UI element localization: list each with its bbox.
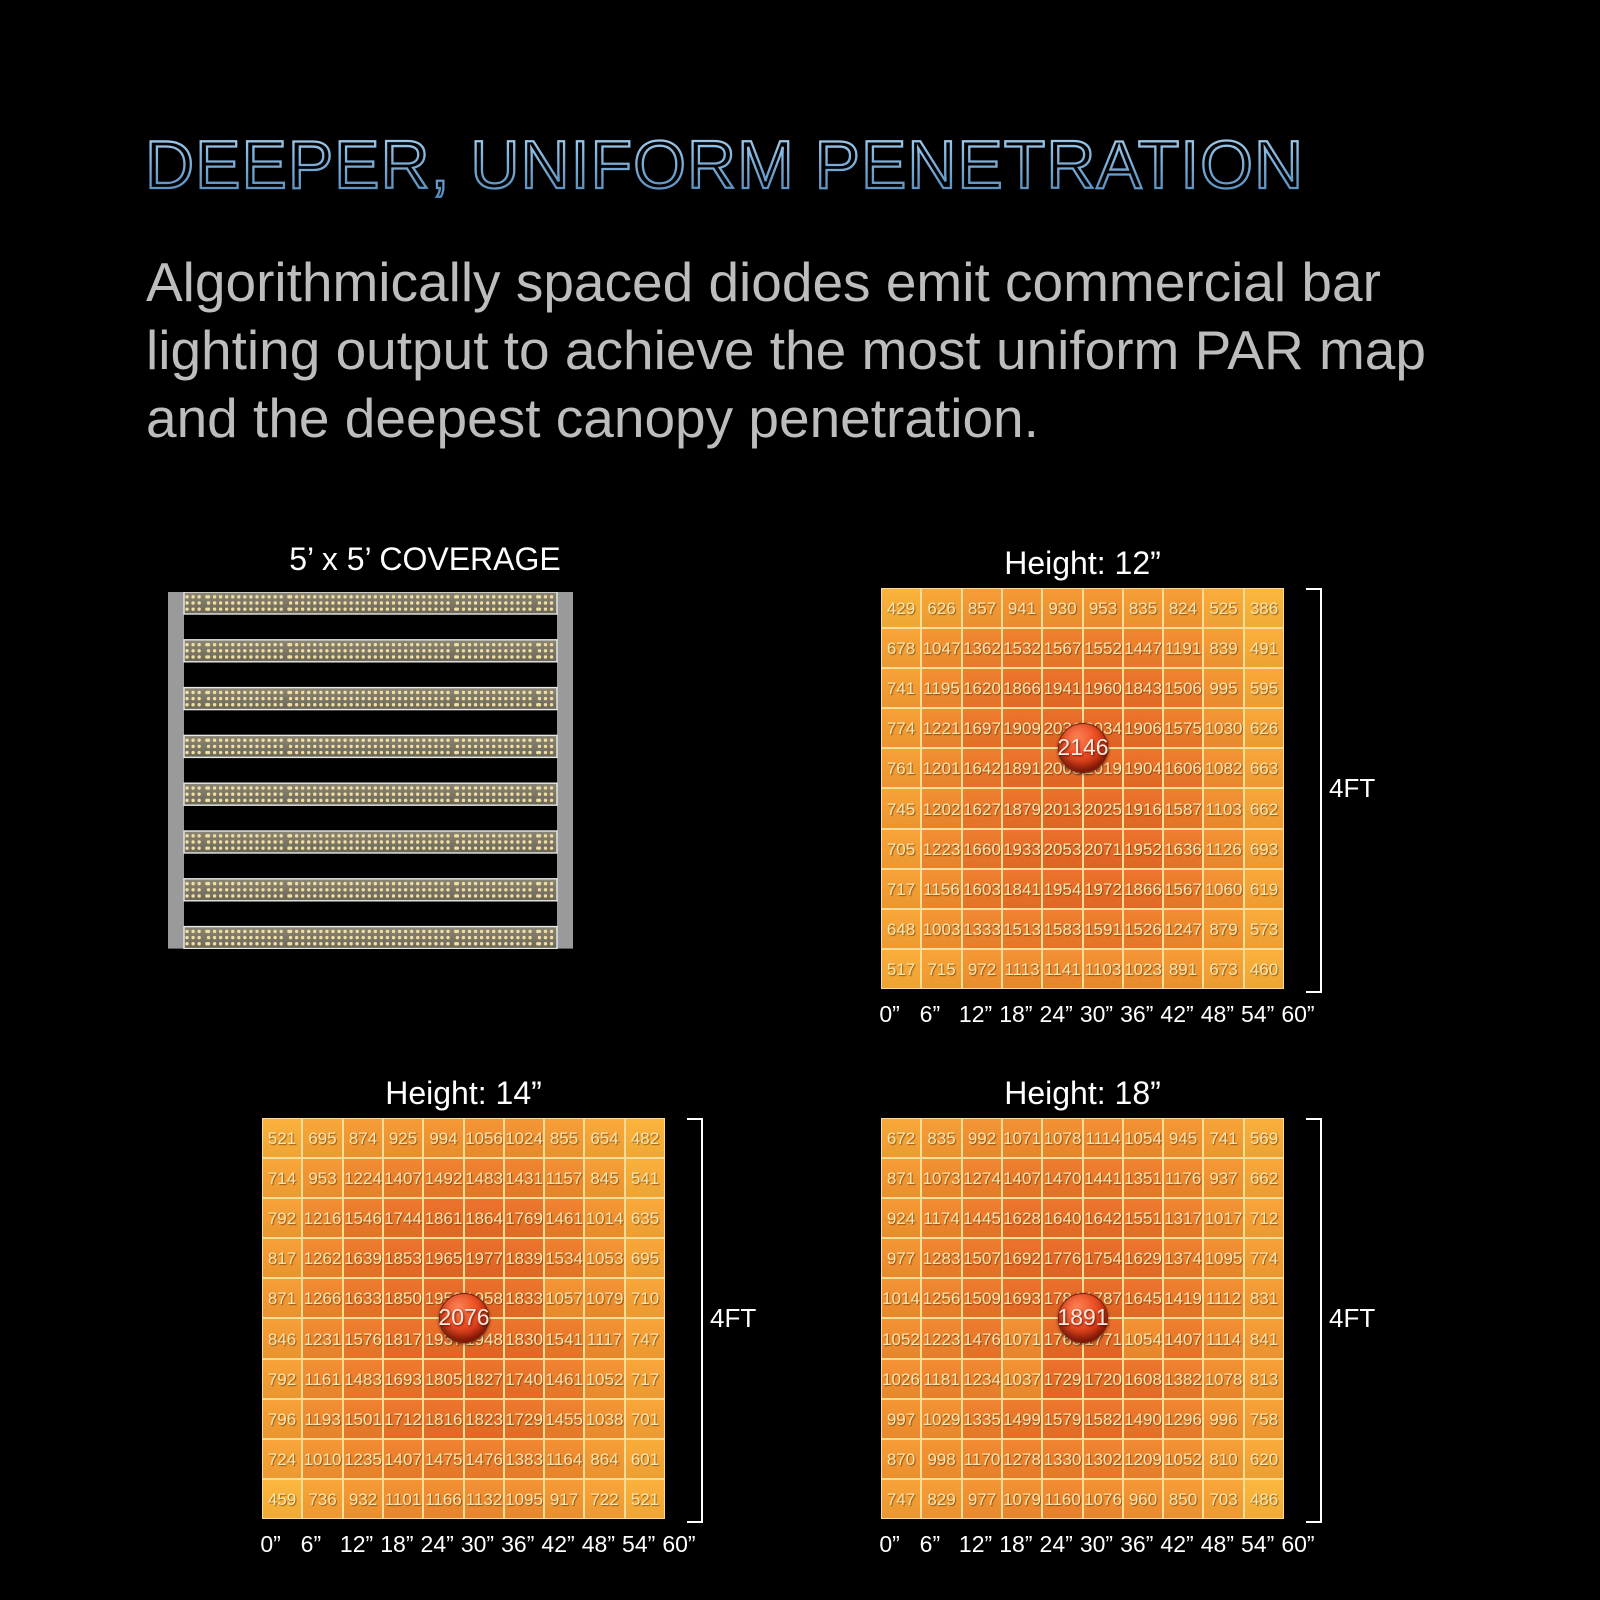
svg-text:DEEPER, UNIFORM PENETRATION: DEEPER, UNIFORM PENETRATION bbox=[145, 127, 1304, 203]
